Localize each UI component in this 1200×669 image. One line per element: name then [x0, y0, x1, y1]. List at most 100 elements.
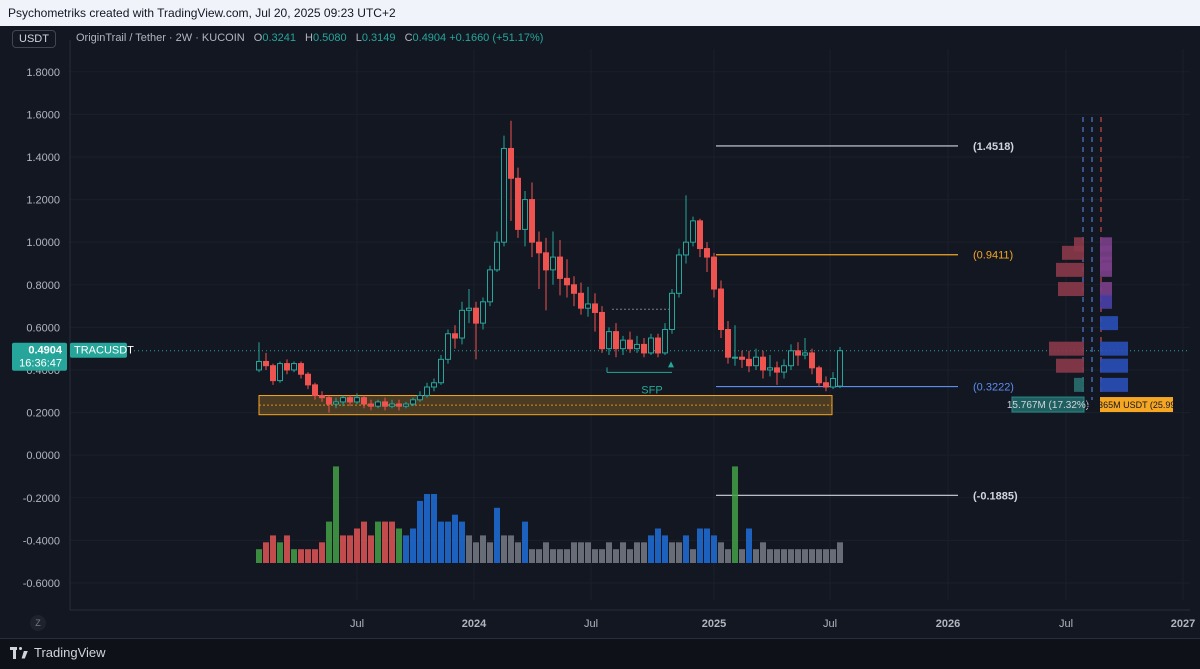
- vp-left-bar: [1074, 237, 1084, 252]
- candle-body: [333, 401, 339, 405]
- vp-right-bar: [1100, 358, 1128, 373]
- scale-z-button[interactable]: Z: [30, 615, 46, 631]
- x-tick-label: Jul: [584, 618, 598, 630]
- volume-profile: 15.767M (17.32%)21.365M USDT (25.99%): [1007, 117, 1187, 413]
- volume-bar: [704, 528, 710, 563]
- candle-body: [424, 386, 430, 397]
- volume-bar: [431, 494, 437, 563]
- candle-body: [417, 395, 423, 401]
- volume-bar: [781, 549, 787, 563]
- tradingview-icon: [10, 646, 28, 659]
- y-tick-label: 0.2000: [26, 408, 60, 420]
- volume-bar: [494, 507, 500, 563]
- vp-right-total-box: [1100, 397, 1173, 413]
- footer-bar: TradingView: [0, 638, 1200, 669]
- sfp-arrow-icon: [668, 361, 674, 368]
- candle-body: [452, 333, 458, 339]
- volume-bar: [452, 514, 458, 563]
- volume-bar: [543, 542, 549, 563]
- volume-bar: [690, 549, 696, 563]
- volume-bars: [256, 466, 843, 563]
- vp-right-bar: [1100, 237, 1112, 252]
- vp-right-bar: [1100, 316, 1118, 331]
- candle-body: [662, 329, 668, 354]
- volume-bar: [270, 535, 276, 563]
- candle-body: [403, 403, 409, 407]
- volume-bar: [732, 466, 738, 563]
- x-tick-label: Jul: [823, 618, 837, 630]
- volume-bar: [389, 521, 395, 563]
- chart-area[interactable]: 1.8000 1.6000 1.4000 1.2000 1.0000 0.8000 0.60…: [0, 26, 1200, 638]
- volume-bar: [669, 542, 675, 563]
- volume-bar: [298, 549, 304, 563]
- open-value: 0.3241: [262, 32, 296, 44]
- price-chart[interactable]: 1.8000 1.6000 1.4000 1.2000 1.0000 0.8000 0.60…: [0, 26, 1200, 638]
- candle-body: [480, 301, 486, 324]
- volume-bar: [333, 466, 339, 563]
- candle-body: [529, 199, 535, 243]
- candle-body: [473, 307, 479, 324]
- x-axis: Jul 2024 Jul 2025 Jul 2026 Jul 2027: [350, 618, 1195, 630]
- candle-body: [823, 382, 829, 388]
- candle-body: [326, 397, 332, 405]
- volume-bar: [368, 535, 374, 563]
- x-tick-label: 2024: [462, 618, 487, 630]
- candle-body: [543, 252, 549, 271]
- candle-body: [592, 303, 598, 313]
- tradingview-logo[interactable]: TradingView: [10, 645, 106, 660]
- volume-bar: [515, 542, 521, 563]
- candle-body: [382, 401, 388, 407]
- candle-body: [340, 397, 346, 403]
- candle-body: [634, 343, 640, 350]
- currency-badge[interactable]: USDT: [12, 30, 56, 48]
- symbol-title: OriginTrail / Tether · 2W · KUCOIN: [76, 32, 245, 44]
- y-tick-label: 1.0000: [26, 237, 60, 249]
- candle-body: [368, 403, 374, 407]
- vp-left-bar: [1074, 377, 1084, 392]
- vp-left-total: 15.767M (17.32%): [1007, 400, 1089, 411]
- candle-body: [396, 403, 402, 407]
- close-value: 0.4904: [412, 32, 447, 44]
- candle-body: [522, 199, 528, 230]
- candle-body: [837, 350, 843, 387]
- candle-body: [445, 333, 451, 360]
- candles: [256, 120, 843, 413]
- volume-bar: [354, 528, 360, 563]
- candle-body: [487, 269, 493, 303]
- candle-body: [494, 241, 500, 271]
- candle-body: [676, 254, 682, 294]
- vp-right-bar: [1100, 341, 1128, 356]
- candle-body: [277, 363, 283, 382]
- change-value: +0.1660 (+51.17%): [449, 32, 544, 44]
- symbol-tag-label: TRACUSDT: [74, 345, 134, 357]
- volume-bar: [438, 521, 444, 563]
- volume-bar: [361, 521, 367, 563]
- volume-bar: [550, 549, 556, 563]
- volume-bar: [312, 549, 318, 563]
- candle-body: [459, 309, 465, 339]
- volume-bar: [711, 535, 717, 563]
- volume-bar: [284, 535, 290, 563]
- volume-bar: [347, 535, 353, 563]
- candle-body: [725, 329, 731, 358]
- x-tick-label: Jul: [350, 618, 364, 630]
- volume-bar: [459, 521, 465, 563]
- vp-right-bar: [1100, 262, 1112, 277]
- volume-bar: [571, 542, 577, 563]
- candle-body: [620, 339, 626, 350]
- candle-body: [585, 303, 591, 309]
- vp-left-bar: [1058, 282, 1084, 297]
- vp-right-total: 21.365M USDT (25.99%): [1086, 400, 1187, 410]
- candle-body: [648, 337, 654, 354]
- volume-bar: [396, 528, 402, 563]
- volume-bar: [263, 542, 269, 563]
- candle-body: [732, 356, 738, 359]
- candle-body: [760, 356, 766, 371]
- volume-bar: [529, 549, 535, 563]
- candle-body: [515, 177, 521, 230]
- price-tag-countdown: 16:36:47: [19, 358, 62, 370]
- candle-body: [438, 358, 444, 384]
- volume-bar: [683, 535, 689, 563]
- attribution-text: Psychometriks created with TradingView.c…: [8, 6, 396, 20]
- volume-bar: [417, 500, 423, 563]
